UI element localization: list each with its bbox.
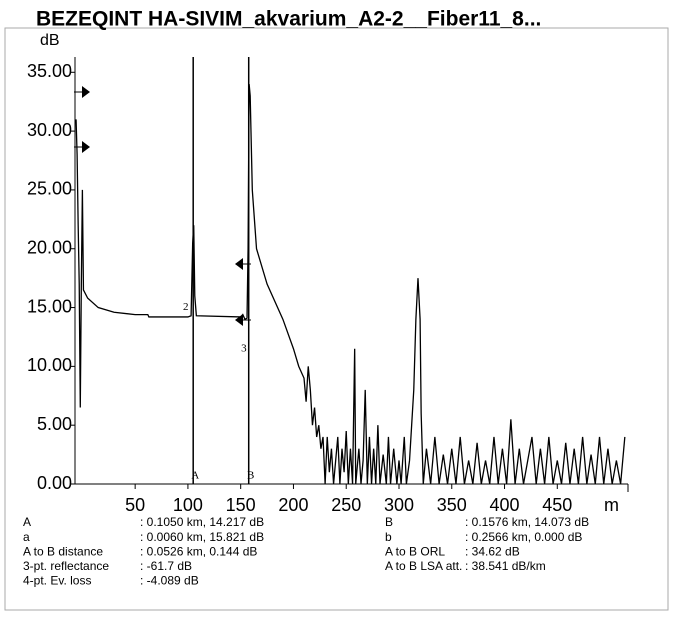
y-tick-label: 10.00: [27, 355, 72, 375]
x-tick-label: 200: [278, 495, 308, 515]
readout-value: : 0.0060 km, 15.821 dB: [140, 530, 264, 544]
readout-label: A: [23, 515, 31, 529]
x-tick-label: 250: [331, 495, 361, 515]
x-tick-label: 100: [173, 495, 203, 515]
frame: [4, 27, 669, 611]
y-tick-label: 15.00: [27, 296, 72, 316]
trace: [75, 84, 626, 485]
cursor-label: B: [247, 470, 254, 482]
readout-value: : -4.089 dB: [140, 574, 199, 588]
readout-label: b: [385, 530, 392, 544]
y-tick-label: 30.00: [27, 120, 72, 140]
x-tick-label: 400: [490, 495, 520, 515]
x-tick-label: 450: [542, 495, 572, 515]
readout-value: : -61.7 dB: [140, 559, 192, 573]
readout-value: : 0.1050 km, 14.217 dB: [140, 515, 264, 529]
readout-label: 3-pt. reflectance: [23, 559, 109, 573]
readout-label: A to B distance: [23, 544, 103, 558]
y-tick-label: 5.00: [37, 414, 72, 434]
cursor-label: A: [191, 470, 199, 482]
readout-label: B: [385, 515, 393, 529]
y-tick-label: 20.00: [27, 237, 72, 257]
readout-value: : 34.62 dB: [465, 544, 520, 558]
marker-arrow: [235, 258, 243, 270]
y-tick-label: 35.00: [27, 61, 72, 81]
y-axis-label: dB: [40, 32, 60, 49]
event-label: 3: [241, 342, 247, 354]
readout-label: a: [23, 530, 30, 544]
chart-title: BEZEQINT HA-SIVIM_akvarium_A2-2__Fiber11…: [36, 8, 541, 31]
x-tick-label: 150: [226, 495, 256, 515]
x-axis-label: m: [604, 495, 619, 515]
event-label: 2: [183, 301, 189, 313]
y-tick-label: 0.00: [37, 473, 72, 493]
x-tick-label: 300: [384, 495, 414, 515]
readout-label: A to B LSA att.: [385, 559, 462, 573]
marker-arrow: [82, 141, 90, 153]
y-tick-label: 25.00: [27, 179, 72, 199]
marker-arrow: [82, 86, 90, 98]
readout-value: : 38.541 dB/km: [465, 559, 546, 573]
readout-label: 4-pt. Ev. loss: [23, 574, 91, 588]
x-tick-label: 50: [125, 495, 145, 515]
readout-value: : 0.0526 km, 0.144 dB: [140, 544, 257, 558]
readout-label: A to B ORL: [385, 544, 445, 558]
x-tick-label: 350: [437, 495, 467, 515]
readout-value: : 0.2566 km, 0.000 dB: [465, 530, 582, 544]
readout-value: : 0.1576 km, 14.073 dB: [465, 515, 589, 529]
